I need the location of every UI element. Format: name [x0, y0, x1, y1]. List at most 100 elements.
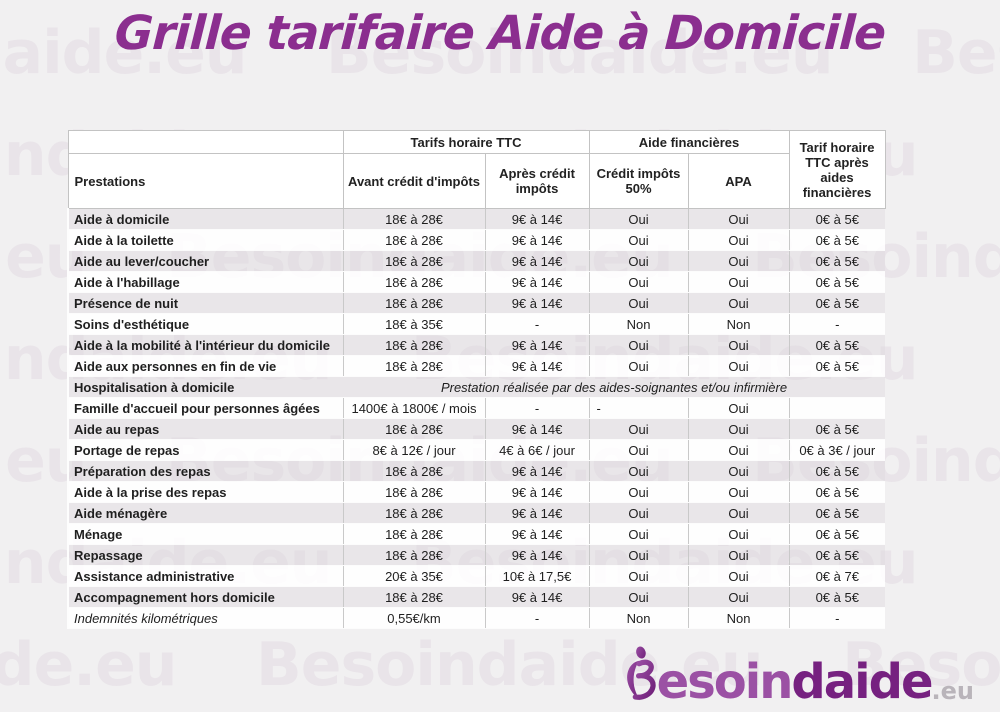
prestation-label: Accompagnement hors domicile	[67, 586, 343, 608]
cell-value: 18€ à 28€	[342, 229, 485, 251]
table-row: Aide ménagère 18€ à 28€ 9€ à 14€ Oui Oui 0€ à…	[67, 502, 886, 524]
prestation-label: Aide ménagère	[67, 502, 343, 524]
header-col-tarif-apres-aides: Tarif horaire TTC après aides financière…	[788, 130, 886, 209]
logo-text-mid: daide	[791, 654, 933, 710]
cell-value: Oui	[687, 355, 790, 377]
header-group-tarifs: Tarifs horaire TTC	[342, 130, 590, 154]
logo-text-prefix: esoin	[656, 654, 794, 710]
header-col-apres-credit: Après crédit impôts	[484, 153, 590, 209]
cell-value: 0€ à 5€	[788, 229, 886, 251]
table-row: Accompagnement hors domicile 18€ à 28€ 9€ …	[67, 586, 886, 608]
cell-value: 10€ à 17,5€	[484, 565, 590, 587]
cell-value: Oui	[588, 292, 689, 314]
cell-value: -	[788, 313, 886, 335]
cell-value: 18€ à 28€	[342, 544, 485, 566]
prestation-label: Hospitalisation à domicile	[67, 376, 343, 398]
cell-value: 18€ à 28€	[342, 334, 485, 356]
cell-value: 0€ à 5€	[788, 523, 886, 545]
cell-value: 0€ à 5€	[788, 355, 886, 377]
cell-value: Oui	[588, 334, 689, 356]
table-row: Aide à la toilette 18€ à 28€ 9€ à 14€ Oui Ou…	[67, 229, 886, 251]
cell-value: 4€ à 6€ / jour	[484, 439, 590, 461]
cell-value: Oui	[588, 586, 689, 608]
prestation-label: Indemnités kilométriques	[67, 607, 343, 629]
cell-value: 18€ à 35€	[342, 313, 485, 335]
table-row: Aide à la mobilité à l'intérieur du domi…	[67, 334, 886, 356]
table-row: Famille d'accueil pour personnes âgées 14…	[67, 397, 886, 419]
cell-value: Oui	[588, 208, 689, 230]
cell-value: -	[788, 607, 886, 629]
cell-value: Oui	[687, 334, 790, 356]
cell-value: 0€ à 5€	[788, 460, 886, 482]
cell-value: 18€ à 28€	[342, 292, 485, 314]
cell-value: Oui	[687, 460, 790, 482]
cell-value: 9€ à 14€	[484, 292, 590, 314]
cell-value: Oui	[687, 565, 790, 587]
cell-value: Oui	[588, 544, 689, 566]
cell-value	[788, 397, 886, 419]
cell-value: 9€ à 14€	[484, 229, 590, 251]
cell-value: Oui	[588, 250, 689, 272]
cell-value: 20€ à 35€	[342, 565, 485, 587]
cell-value: 0€ à 5€	[788, 292, 886, 314]
cell-value: Non	[588, 607, 689, 629]
cell-value: Oui	[687, 481, 790, 503]
cell-value: 9€ à 14€	[484, 502, 590, 524]
cell-value: 0€ à 5€	[788, 334, 886, 356]
cell-value: 1400€ à 1800€ / mois	[342, 397, 485, 419]
cell-value: Oui	[687, 208, 790, 230]
cell-value: Non	[588, 313, 689, 335]
cell-value: Non	[687, 607, 790, 629]
cell-value: 18€ à 28€	[342, 418, 485, 440]
prestation-label: Repassage	[67, 544, 343, 566]
cell-value: Oui	[687, 544, 790, 566]
cell-value: 18€ à 28€	[342, 271, 485, 293]
cell-value: 0€ à 3€ / jour	[788, 439, 886, 461]
prestation-label: Aide à la toilette	[67, 229, 343, 251]
cell-value: 0€ à 5€	[788, 481, 886, 503]
prestation-label: Aide au repas	[67, 418, 343, 440]
cell-value: 9€ à 14€	[484, 250, 590, 272]
cell-value: 18€ à 28€	[342, 250, 485, 272]
cell-value: Oui	[588, 418, 689, 440]
table-row: Aide aux personnes en fin de vie 18€ à 28…	[67, 355, 886, 377]
cell-value: 18€ à 28€	[342, 502, 485, 524]
prestation-label: Ménage	[67, 523, 343, 545]
page-title: Grille tarifaire Aide à Domicile	[113, 6, 887, 61]
cell-value: 0€ à 5€	[788, 544, 886, 566]
header-group-aides: Aide financières	[588, 130, 790, 154]
prestation-label: Assistance administrative	[67, 565, 343, 587]
cell-value: Oui	[588, 481, 689, 503]
cell-value: 8€ à 12€ / jour	[342, 439, 485, 461]
cell-value: 9€ à 14€	[484, 208, 590, 230]
merged-note: Prestation réalisée par des aides-soigna…	[343, 376, 886, 398]
cell-value: Oui	[588, 355, 689, 377]
cell-value: Oui	[588, 229, 689, 251]
cell-value: Oui	[687, 418, 790, 440]
cell-value: 9€ à 14€	[484, 523, 590, 545]
cell-value: Non	[687, 313, 790, 335]
cell-value: 9€ à 14€	[484, 460, 590, 482]
table-row: Assistance administrative 20€ à 35€ 10€ à …	[67, 565, 886, 587]
cell-value: 9€ à 14€	[484, 355, 590, 377]
cell-value: 0€ à 5€	[788, 250, 886, 272]
header-col-prestations: Prestations	[67, 153, 344, 209]
prestation-label: Soins d'esthétique	[67, 313, 343, 335]
cell-value: Oui	[687, 271, 790, 293]
header-col-credit-impots: Crédit impôts 50%	[588, 153, 689, 209]
cell-value: 0€ à 5€	[788, 502, 886, 524]
cell-value: 0€ à 7€	[788, 565, 886, 587]
cell-value: Oui	[588, 523, 689, 545]
cell-value: Oui	[687, 250, 790, 272]
cell-value: 9€ à 14€	[484, 544, 590, 566]
prestation-label: Aide à l'habillage	[67, 271, 343, 293]
cell-value: -	[588, 397, 689, 419]
table-row: Hospitalisation à domicile Prestation réa…	[67, 376, 886, 398]
cell-value: -	[484, 607, 590, 629]
tariff-table: Tarifs horaire TTC Aide financières Tari…	[67, 130, 886, 629]
table-row: Indemnités kilométriques 0,55€/km - Non Non -	[67, 607, 886, 629]
table-row: Aide à l'habillage 18€ à 28€ 9€ à 14€ Oui Ou…	[67, 271, 886, 293]
table-row: Aide au lever/coucher 18€ à 28€ 9€ à 14€ Ou…	[67, 250, 886, 272]
cell-value: 0,55€/km	[342, 607, 485, 629]
